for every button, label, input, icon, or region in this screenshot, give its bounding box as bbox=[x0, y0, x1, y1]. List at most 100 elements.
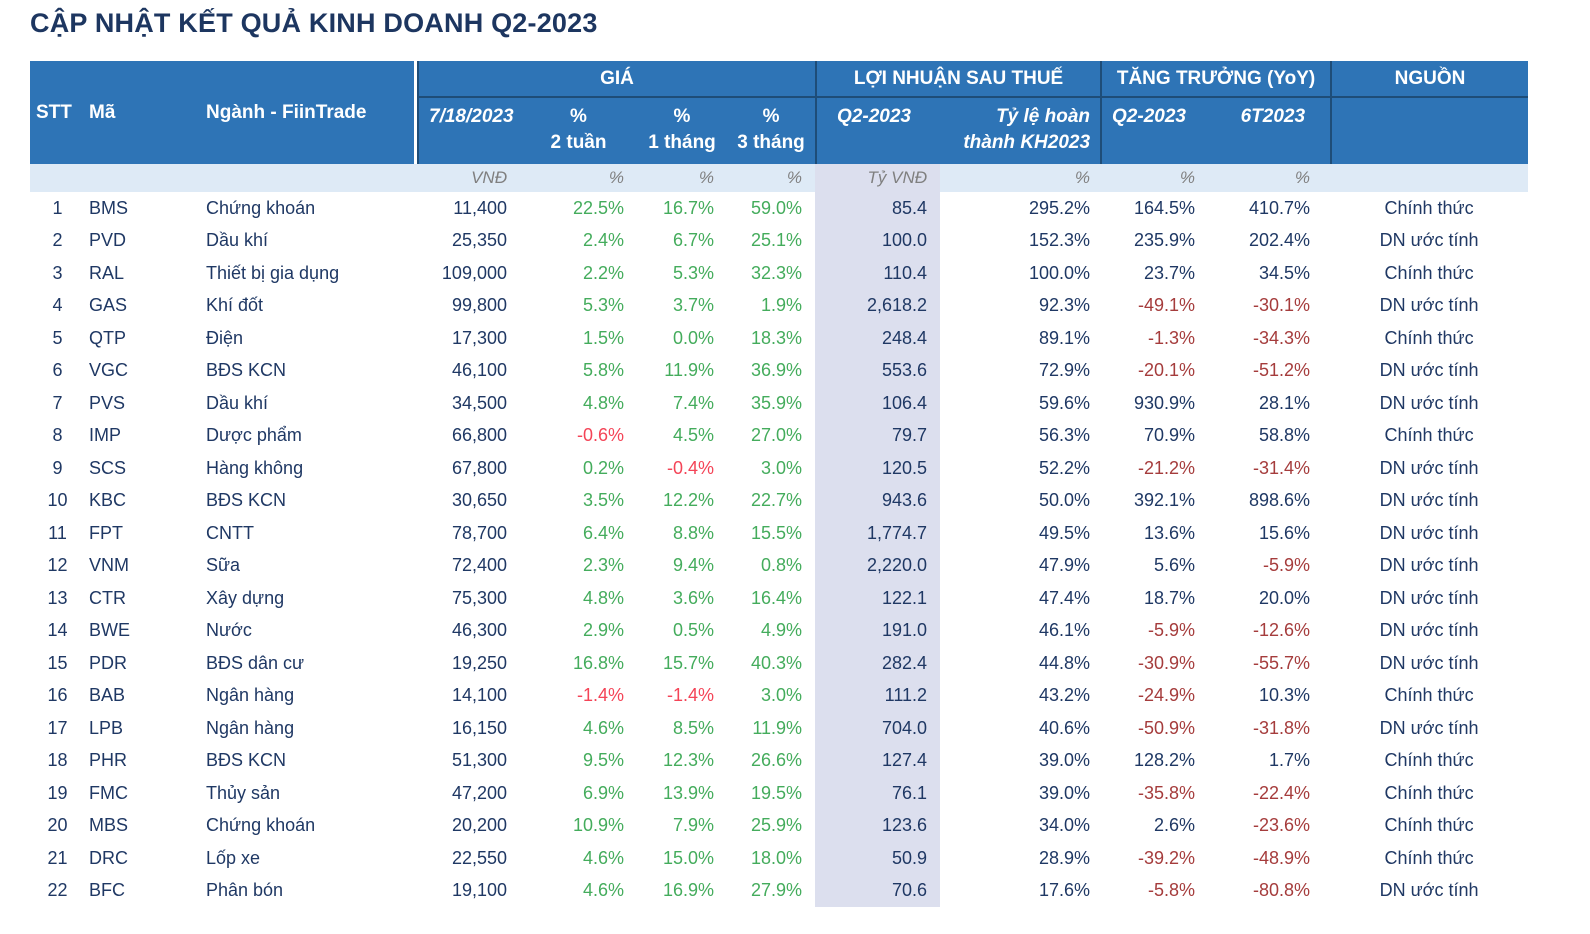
cell-profit-q2: 50.9 bbox=[815, 842, 941, 875]
group-header-loi-nhuan: LỢI NHUẬN SAU THUẾ bbox=[815, 61, 1101, 98]
table-row: 19 FMC Thủy sản 47,200 6.9% 13.9% 19.5% 76.1 39.… bbox=[30, 777, 1528, 810]
cell-chg-2w: 16.8% bbox=[572, 652, 624, 673]
subheader-plan-ratio: Tỷ lệ hoàn thành KH2023 bbox=[940, 98, 1101, 164]
cell-source: Chính thức bbox=[1384, 782, 1474, 803]
cell-industry: Thiết bị gia dụng bbox=[206, 262, 340, 283]
cell-chg-1m: 15.0% bbox=[662, 847, 714, 868]
cell-growth-q2: 13.6% bbox=[1143, 522, 1196, 543]
subheader-pct-2w-label: 2 tuần bbox=[550, 131, 607, 153]
col-header-stt: STT bbox=[30, 61, 85, 164]
cell-plan-ratio: 40.6% bbox=[1038, 717, 1091, 738]
cell-chg-1m: 15.7% bbox=[662, 652, 714, 673]
unit-growth-q2: % bbox=[1100, 164, 1211, 192]
cell-source: DN ước tính bbox=[1379, 652, 1479, 673]
cell-chg-2w: 6.4% bbox=[582, 522, 624, 543]
cell-source: DN ước tính bbox=[1379, 360, 1479, 381]
unit-stt bbox=[30, 164, 85, 192]
cell-price: 51,300 bbox=[451, 750, 507, 771]
cell-industry: Thủy sản bbox=[206, 782, 281, 803]
cell-growth-6t: -31.4% bbox=[1253, 457, 1311, 478]
cell-chg-2w: -0.6% bbox=[576, 425, 624, 446]
subheader-profit-q2: Q2-2023 bbox=[815, 98, 941, 164]
cell-chg-3m: 4.9% bbox=[761, 620, 803, 641]
cell-ticker: KBC bbox=[89, 490, 127, 511]
cell-chg-1m: 16.9% bbox=[662, 880, 714, 901]
cell-industry: Lốp xe bbox=[206, 847, 261, 868]
cell-profit-q2: 282.4 bbox=[815, 647, 941, 680]
units-row: VNĐ%%% Tỷ VNĐ%%% bbox=[30, 164, 1529, 192]
group-header-nguon: NGUỒN bbox=[1330, 61, 1529, 98]
subheader-growth-q2: Q2-2023 bbox=[1100, 98, 1211, 164]
cell-industry: BĐS KCN bbox=[206, 490, 287, 511]
cell-chg-1m: 7.9% bbox=[672, 815, 714, 836]
cell-price: 46,100 bbox=[451, 360, 507, 381]
cell-stt: 5 bbox=[52, 327, 63, 348]
cell-profit-q2: 2,220.0 bbox=[815, 549, 941, 582]
cell-profit-q2: 100.0 bbox=[815, 224, 941, 257]
cell-growth-q2: -20.1% bbox=[1137, 360, 1196, 381]
cell-price: 46,300 bbox=[451, 620, 507, 641]
cell-chg-2w: 5.8% bbox=[582, 360, 624, 381]
cell-chg-3m: 11.9% bbox=[752, 717, 803, 738]
cell-chg-2w: 10.9% bbox=[572, 815, 624, 836]
cell-profit-q2: 127.4 bbox=[815, 744, 941, 777]
cell-plan-ratio: 100.0% bbox=[1028, 262, 1091, 283]
table-row: 16 BAB Ngân hàng 14,100 -1.4% -1.4% 3.0% 111.2 4… bbox=[30, 679, 1528, 712]
cell-source: DN ước tính bbox=[1379, 620, 1479, 641]
cell-source: DN ước tính bbox=[1379, 717, 1479, 738]
cell-growth-6t: 20.0% bbox=[1259, 587, 1311, 608]
cell-plan-ratio: 52.2% bbox=[1038, 457, 1091, 478]
cell-chg-2w: 9.5% bbox=[582, 750, 624, 771]
table-row: 5 QTP Điện 17,300 1.5% 0.0% 18.3% 248.4 89.1% -1.… bbox=[30, 322, 1528, 355]
cell-ticker: SCS bbox=[89, 457, 127, 478]
subheader-price-date: 7/18/2023 bbox=[417, 98, 520, 164]
cell-industry: BĐS KCN bbox=[206, 750, 287, 771]
cell-price: 22,550 bbox=[451, 847, 507, 868]
cell-profit-q2: 70.6 bbox=[815, 874, 941, 907]
cell-chg-1m: 16.7% bbox=[662, 197, 714, 218]
cell-chg-2w: 4.6% bbox=[582, 880, 624, 901]
cell-ticker: LPB bbox=[89, 717, 124, 738]
results-table: STT Mã Ngành - FiinTrade GIÁ LỢI NHUẬN S… bbox=[30, 61, 1529, 907]
unit-chg-3m: % bbox=[727, 164, 816, 192]
cell-price: 19,100 bbox=[451, 880, 507, 901]
cell-source: Chính thức bbox=[1384, 685, 1474, 706]
cell-profit-q2: 79.7 bbox=[815, 419, 941, 452]
cell-chg-1m: 12.2% bbox=[662, 490, 714, 511]
cell-price: 30,650 bbox=[451, 490, 507, 511]
cell-ticker: DRC bbox=[89, 847, 128, 868]
table-row: 8 IMP Dược phẩm 66,800 -0.6% 4.5% 27.0% 79.7 56.… bbox=[30, 419, 1528, 452]
cell-stt: 1 bbox=[52, 197, 63, 218]
cell-chg-2w: 4.6% bbox=[582, 717, 624, 738]
cell-growth-6t: -51.2% bbox=[1253, 360, 1311, 381]
cell-industry: Khí đốt bbox=[206, 295, 264, 316]
cell-chg-2w: 2.3% bbox=[582, 555, 624, 576]
cell-stt: 15 bbox=[47, 652, 68, 673]
subheader-nguon-empty bbox=[1330, 98, 1529, 164]
cell-stt: 11 bbox=[48, 522, 67, 543]
table-row: 14 BWE Nước 46,300 2.9% 0.5% 4.9% 191.0 46.1% -5.… bbox=[30, 614, 1528, 647]
cell-ticker: IMP bbox=[89, 425, 122, 446]
cell-chg-1m: 6.7% bbox=[672, 230, 714, 251]
cell-chg-3m: 40.3% bbox=[750, 652, 803, 673]
unit-chg-1m: % bbox=[637, 164, 727, 192]
cell-source: Chính thức bbox=[1384, 815, 1474, 836]
cell-price: 16,150 bbox=[451, 717, 507, 738]
unit-ticker bbox=[85, 164, 190, 192]
cell-ticker: QTP bbox=[89, 327, 127, 348]
cell-growth-q2: 128.2% bbox=[1133, 750, 1196, 771]
cell-stt: 3 bbox=[52, 262, 63, 283]
cell-plan-ratio: 89.1% bbox=[1038, 327, 1091, 348]
cell-growth-q2: -39.2% bbox=[1137, 847, 1196, 868]
cell-profit-q2: 106.4 bbox=[815, 387, 941, 420]
cell-plan-ratio: 92.3% bbox=[1038, 295, 1091, 316]
cell-source: Chính thức bbox=[1384, 750, 1474, 771]
cell-industry: Hàng không bbox=[206, 457, 304, 478]
cell-price: 47,200 bbox=[451, 782, 507, 803]
cell-growth-6t: 34.5% bbox=[1259, 262, 1311, 283]
cell-ticker: BWE bbox=[89, 620, 131, 641]
cell-chg-2w: 2.4% bbox=[582, 230, 624, 251]
cell-plan-ratio: 44.8% bbox=[1038, 652, 1091, 673]
cell-growth-6t: -5.9% bbox=[1263, 555, 1311, 576]
cell-plan-ratio: 46.1% bbox=[1038, 620, 1091, 641]
